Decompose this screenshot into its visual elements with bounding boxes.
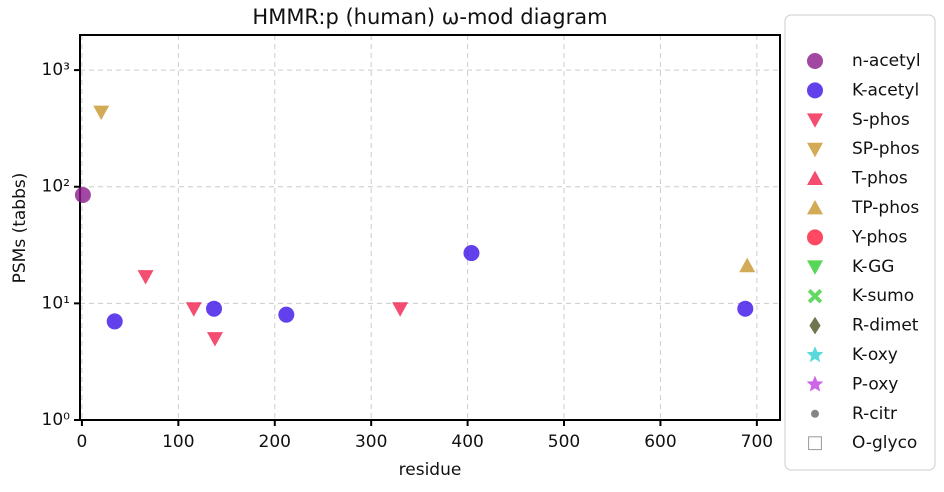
legend-label: S-phos <box>852 110 910 130</box>
plot-frame <box>79 34 781 421</box>
legend-marker <box>807 289 823 304</box>
y-tick-label: 10² <box>42 177 70 197</box>
legend-label: K-oxy <box>852 345 898 365</box>
data-point <box>185 302 202 317</box>
legend-marker <box>807 229 823 246</box>
legend-label: SP-phos <box>852 139 920 159</box>
legend-marker <box>808 436 822 451</box>
legend-label: R-citr <box>852 404 897 424</box>
legend-label: K-acetyl <box>852 80 919 100</box>
legend-marker <box>809 316 821 335</box>
x-tick-label: 500 <box>548 432 580 452</box>
legend-label: n-acetyl <box>852 51 921 71</box>
x-tick-label: 400 <box>451 432 483 452</box>
x-tick-label: 0 <box>77 432 88 452</box>
legend-marker <box>806 375 824 392</box>
x-tick-label: 100 <box>162 432 194 452</box>
data-point <box>463 245 480 262</box>
legend-marker <box>811 409 819 418</box>
legend-marker <box>807 260 823 275</box>
legend-label: O-glyco <box>852 433 917 453</box>
data-point <box>93 105 110 121</box>
data-point <box>278 306 295 323</box>
legend-marker <box>807 82 823 99</box>
data-point <box>206 300 223 317</box>
legend-marker <box>807 170 823 185</box>
y-tick-label: 10¹ <box>42 293 70 313</box>
x-tick-label: 200 <box>259 432 291 452</box>
legend-marker <box>806 346 824 363</box>
legend-marker <box>807 53 823 69</box>
legend-label: T-phos <box>851 169 908 189</box>
data-point <box>106 313 123 330</box>
data-point <box>739 257 756 273</box>
legend-label: K-GG <box>852 257 894 277</box>
legend-label: K-sumo <box>852 286 914 306</box>
legend-label: R-dimet <box>852 316 919 336</box>
legend-marker <box>807 113 823 128</box>
data-point <box>206 332 223 347</box>
data-point <box>74 186 91 203</box>
data-point <box>737 300 754 317</box>
x-tick-label: 300 <box>355 432 387 452</box>
y-axis-label: PSMs (tabbs) <box>10 173 30 284</box>
legend-label: Y-phos <box>851 227 907 247</box>
legend-label: TP-phos <box>851 198 919 218</box>
legend-marker <box>807 200 823 215</box>
x-axis-label: residue <box>399 460 462 480</box>
x-tick-label: 700 <box>741 432 773 452</box>
x-tick-label: 600 <box>644 432 676 452</box>
legend-box <box>784 14 936 471</box>
chart-title: HMMR:p (human) ω-mod diagram <box>252 5 607 29</box>
data-point <box>137 270 154 285</box>
y-tick-label: 10⁰ <box>42 410 71 430</box>
data-point <box>392 302 409 317</box>
y-tick-label: 10³ <box>42 60 70 80</box>
legend-label: P-oxy <box>852 374 898 394</box>
legend-marker <box>807 142 823 158</box>
